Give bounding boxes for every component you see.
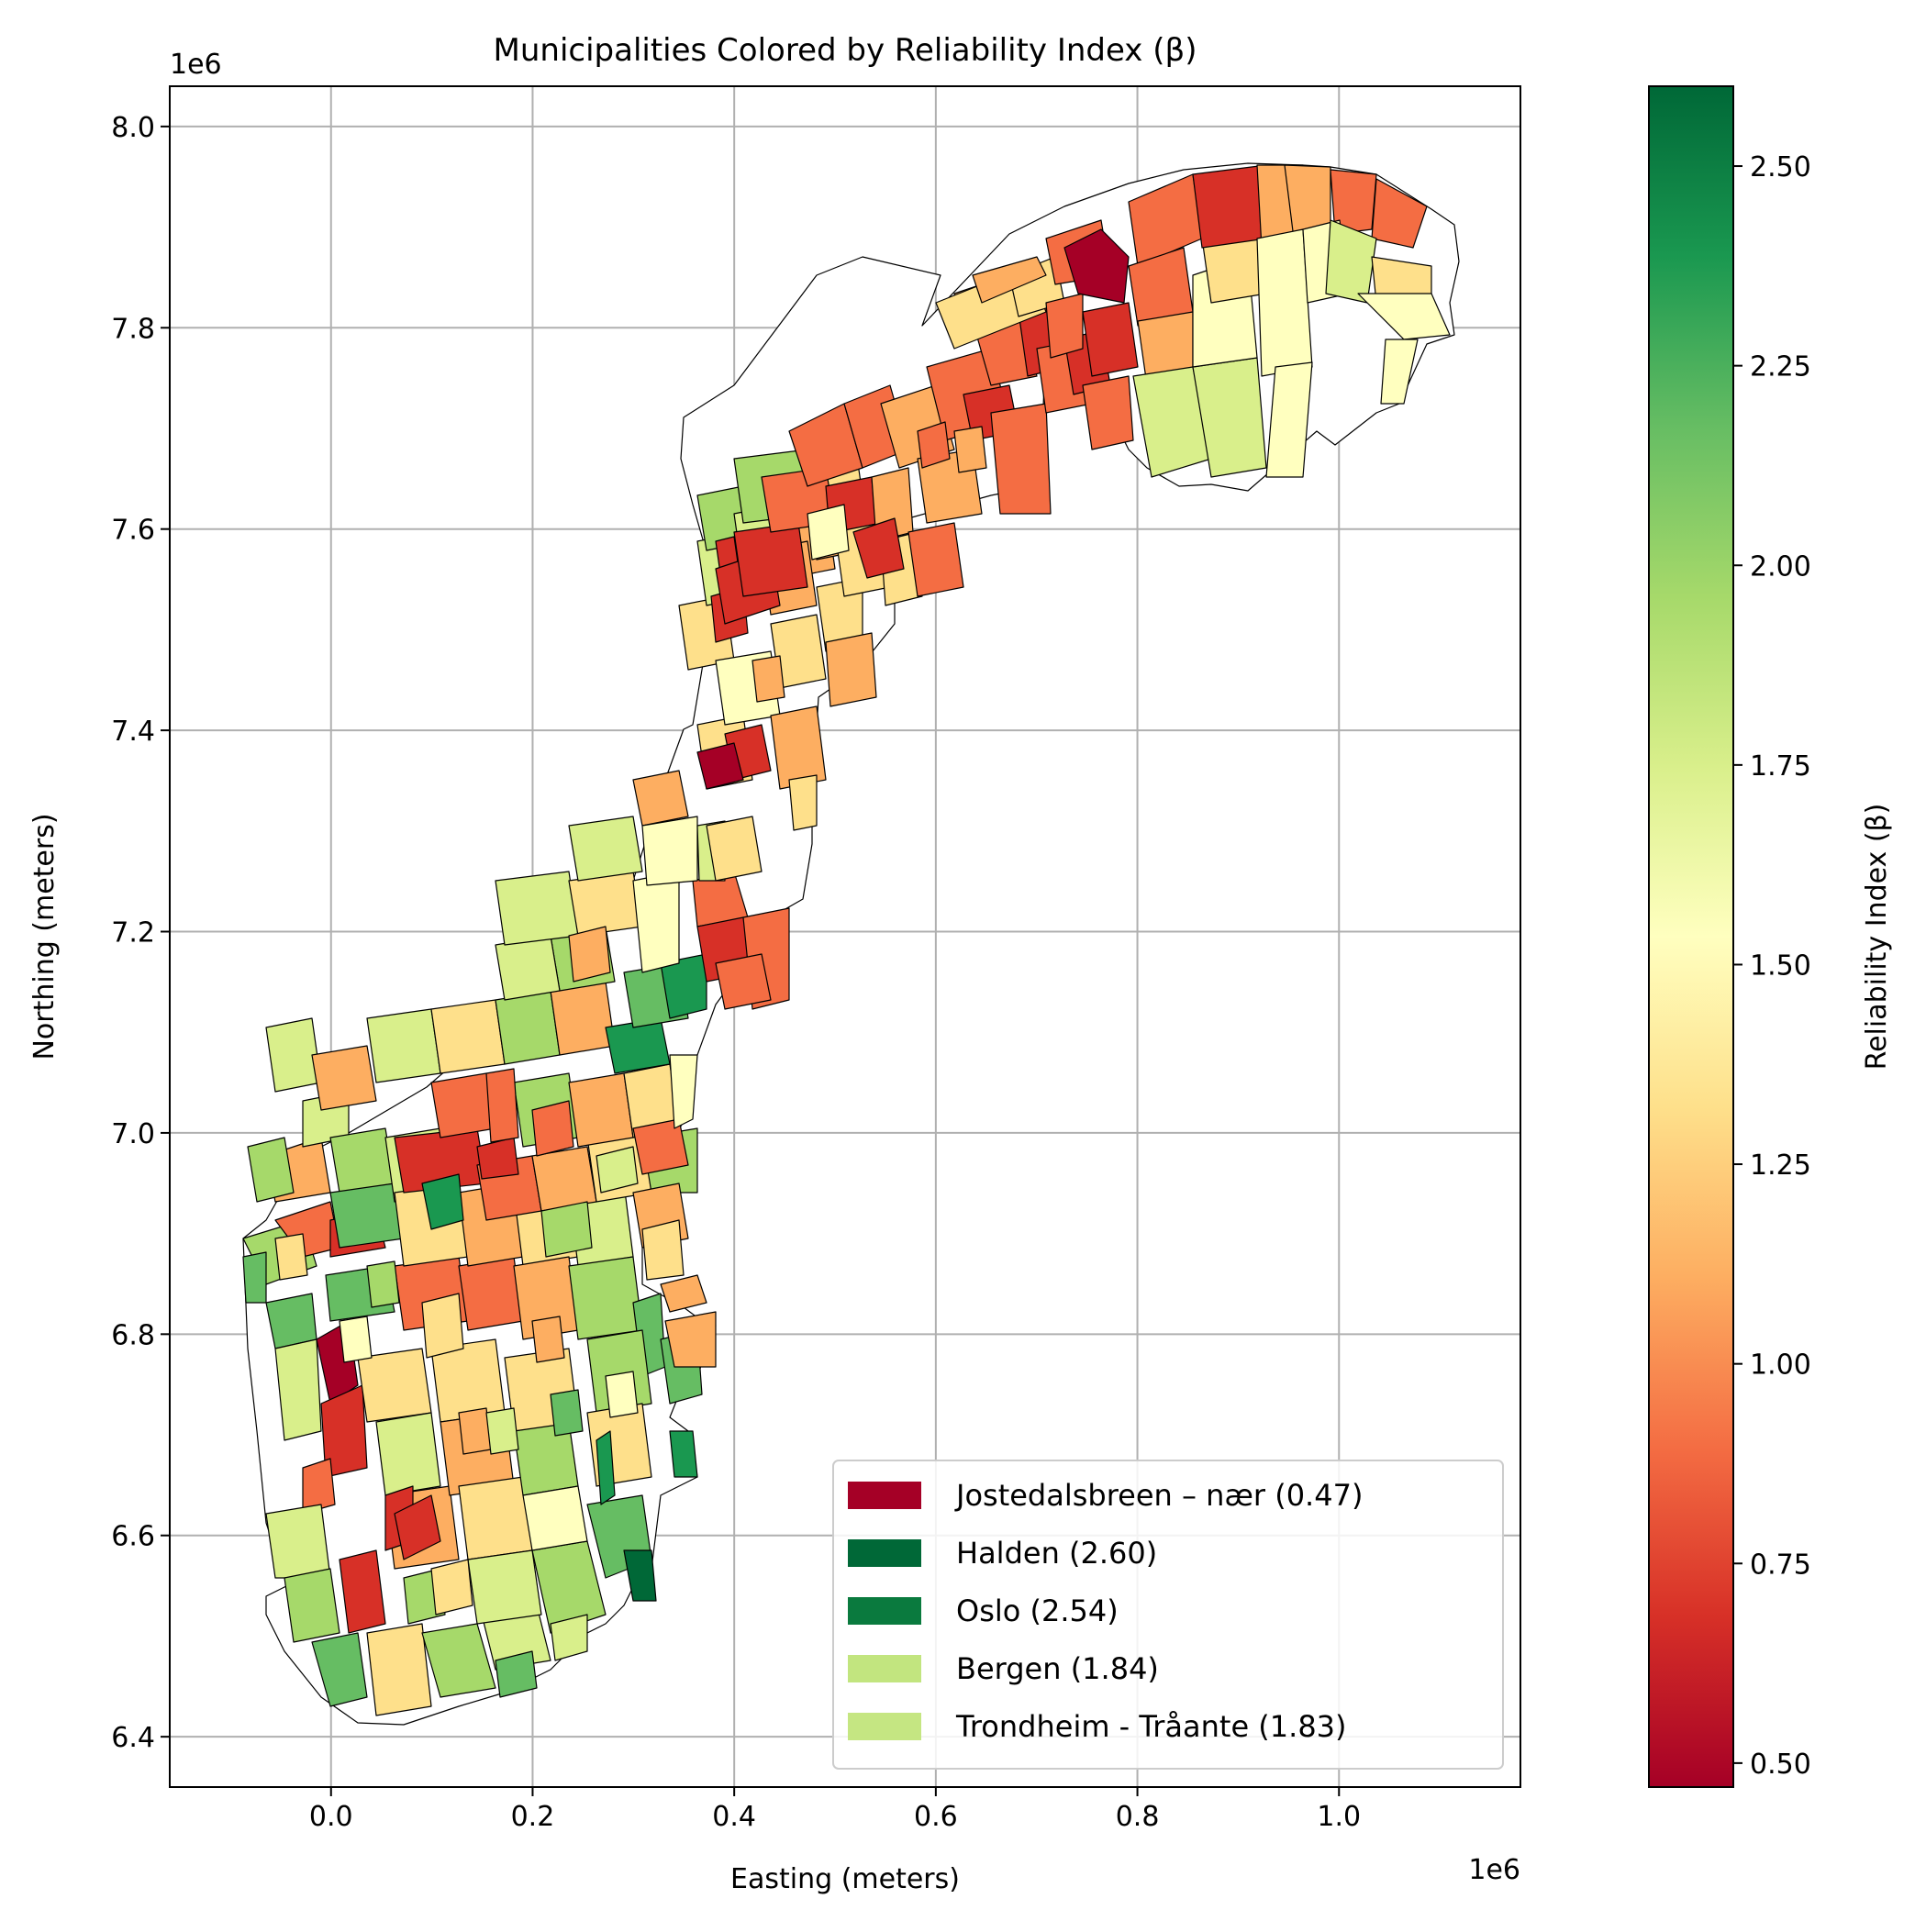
legend-label: Jostedalsbreen – nær (0.47)	[954, 1478, 1363, 1513]
colorbar-tick-label: 0.75	[1750, 1549, 1811, 1581]
x-axis-ticks: 0.0 0.2 0.4 0.6 0.8 1.0	[309, 1787, 1361, 1833]
legend-frame	[832, 1460, 1504, 1770]
plot-frame	[169, 85, 1521, 1788]
y-tick-label: 6.4	[111, 1722, 155, 1754]
municipality-map	[242, 162, 1460, 1726]
plot-area: 0.0 0.2 0.4 0.6 0.8 1.0 6.4 6.6 6.8 7.0 7.2 7.4 7.6…	[28, 49, 1521, 1895]
x-tick-label: 0.6	[914, 1801, 958, 1833]
legend-label: Halden (2.60)	[956, 1536, 1157, 1571]
legend-swatch	[848, 1597, 921, 1625]
legend-label: Bergen (1.84)	[956, 1651, 1159, 1686]
x-tick-label: 0.2	[511, 1801, 555, 1833]
y-tick-label: 7.0	[111, 1118, 155, 1150]
x-tick-label: 0.4	[712, 1801, 756, 1833]
colorbar-tick-label: 1.00	[1750, 1349, 1811, 1382]
colorbar-label: Reliability Index (β)	[1861, 804, 1893, 1071]
legend-swatch	[848, 1655, 921, 1682]
legend-swatch	[848, 1539, 921, 1567]
y-axis-offset-label: 1e6	[170, 49, 222, 81]
legend: Jostedalsbreen – nær (0.47) Halden (2.60)…	[832, 1460, 1504, 1770]
colorbar-tick-label: 2.50	[1750, 151, 1811, 183]
colorbar-tick-label: 1.75	[1750, 750, 1811, 783]
colorbar-tick-label: 0.50	[1750, 1749, 1811, 1781]
x-axis-offset-label: 1e6	[1468, 1854, 1520, 1886]
y-tick-label: 7.6	[111, 515, 155, 547]
y-tick-label: 7.2	[111, 917, 155, 949]
legend-label: Trondheim - Tråante (1.83)	[955, 1709, 1347, 1744]
y-axis-label: Northing (meters)	[28, 813, 61, 1060]
legend-swatch	[848, 1482, 921, 1509]
colorbar-tick-label: 2.25	[1750, 351, 1811, 383]
y-axis-ticks: 6.4 6.6 6.8 7.0 7.2 7.4 7.6 7.8 8.0	[111, 112, 170, 1754]
chart-title: Municipalities Colored by Reliability In…	[494, 32, 1197, 69]
x-tick-label: 0.0	[309, 1801, 353, 1833]
x-tick-label: 1.0	[1317, 1801, 1361, 1833]
legend-label: Oslo (2.54)	[956, 1593, 1119, 1628]
colorbar-tick-label: 1.25	[1750, 1149, 1811, 1182]
colorbar-ticks: 0.50 0.75 1.00 1.25 1.50 1.75 2.00 2.25 2.50	[1733, 151, 1811, 1781]
y-tick-label: 7.8	[111, 313, 155, 345]
y-tick-label: 7.4	[111, 716, 155, 748]
x-tick-label: 0.8	[1116, 1801, 1160, 1833]
colorbar-tick-label: 2.00	[1750, 550, 1811, 583]
colorbar-tick-label: 1.50	[1750, 949, 1811, 982]
legend-swatch	[848, 1713, 921, 1740]
y-tick-label: 8.0	[111, 112, 155, 144]
colorbar: 0.50 0.75 1.00 1.25 1.50 1.75 2.00 2.25 2.50 Rel…	[1648, 85, 1893, 1788]
y-tick-label: 6.8	[111, 1319, 155, 1351]
colorbar-gradient	[1648, 85, 1734, 1788]
x-axis-label: Easting (meters)	[730, 1863, 960, 1895]
y-tick-label: 6.6	[111, 1521, 155, 1553]
